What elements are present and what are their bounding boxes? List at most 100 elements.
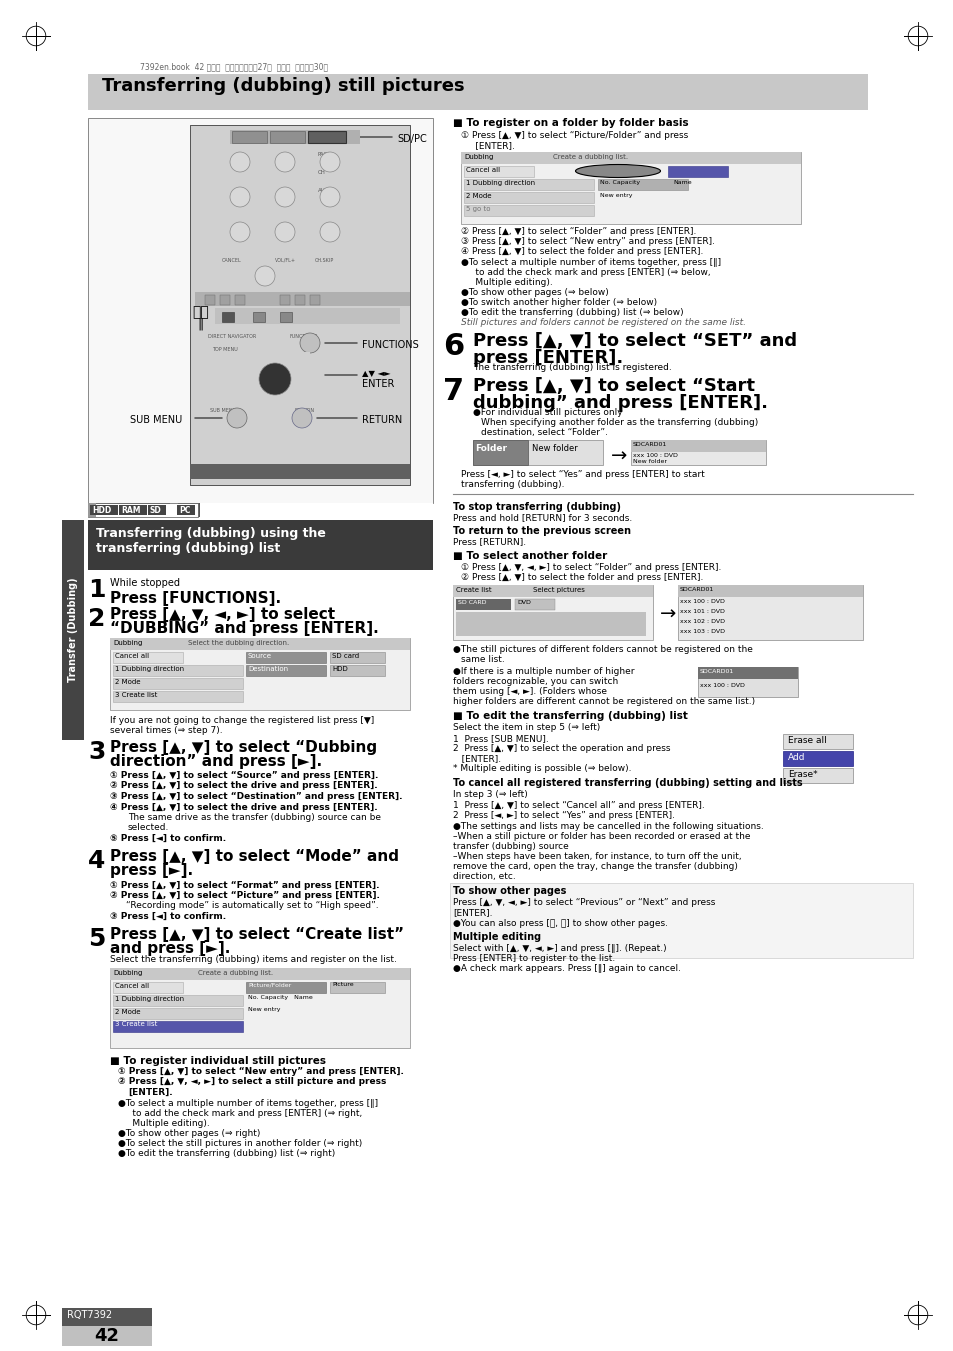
Text: SD: SD [150, 507, 162, 515]
Text: “DUBBING” and press [ENTER].: “DUBBING” and press [ENTER]. [110, 621, 378, 636]
Text: ▲: ▲ [267, 353, 274, 362]
Text: ENTER: ENTER [266, 376, 284, 380]
Text: RETURN: RETURN [294, 408, 314, 413]
Bar [782, 767, 852, 784]
Text: To show other pages: To show other pages [453, 886, 566, 896]
Text: Select with [▲, ▼, ◄, ►] and press [‖]. (Repeat.): Select with [▲, ▼, ◄, ►] and press [‖]. … [453, 944, 666, 952]
Bar [110, 638, 410, 711]
Text: to add the check mark and press [ENTER] (⇒ right,: to add the check mark and press [ENTER] … [118, 1109, 362, 1117]
Text: [ENTER].: [ENTER]. [453, 908, 492, 917]
Text: 1 Dubbing direction: 1 Dubbing direction [115, 666, 184, 671]
Bar [667, 166, 727, 177]
Text: Transferring (dubbing) still pictures: Transferring (dubbing) still pictures [102, 77, 464, 95]
Text: higher folders are different cannot be registered on the same list.): higher folders are different cannot be r… [453, 697, 755, 707]
Bar [280, 295, 290, 305]
Text: DIRECT NAVIGATOR: DIRECT NAVIGATOR [208, 334, 256, 339]
Text: 3 Create list: 3 Create list [115, 1021, 157, 1028]
Text: Select the dubbing direction.: Select the dubbing direction. [188, 640, 289, 646]
Bar [240, 353, 310, 407]
Bar [110, 967, 410, 1047]
Text: 1: 1 [88, 578, 106, 603]
Text: ③ Press [◄] to confirm.: ③ Press [◄] to confirm. [110, 912, 226, 921]
Bar [91, 503, 94, 517]
Text: ① Press [▲, ▼] to select “Format” and press [ENTER].: ① Press [▲, ▼] to select “Format” and pr… [110, 881, 379, 889]
Text: 4: 4 [236, 192, 243, 203]
Text: ④ Press [▲, ▼] to select the drive and press [ENTER].: ④ Press [▲, ▼] to select the drive and p… [110, 802, 377, 812]
Text: Create list: Create list [456, 586, 491, 593]
Bar [62, 520, 84, 740]
Bar [112, 1008, 243, 1019]
Text: 2  Press [▲, ▼] to select the operation and press: 2 Press [▲, ▼] to select the operation a… [453, 744, 670, 753]
Text: 1  Press [▲, ▼] to select “Cancel all” and press [ENTER].: 1 Press [▲, ▼] to select “Cancel all” an… [453, 801, 704, 811]
Text: Picture: Picture [332, 982, 354, 988]
Bar [214, 308, 399, 324]
Text: HDD: HDD [332, 666, 348, 671]
Text: them using [◄, ►]. (Folders whose: them using [◄, ►]. (Folders whose [453, 688, 606, 696]
Ellipse shape [575, 165, 659, 177]
Circle shape [230, 222, 250, 242]
Text: Transferring (dubbing) using the
transferring (dubbing) list: Transferring (dubbing) using the transfe… [96, 527, 326, 555]
Text: To stop transferring (dubbing): To stop transferring (dubbing) [453, 503, 620, 512]
Circle shape [292, 408, 312, 428]
Bar [94, 503, 96, 517]
Text: direction” and press [►].: direction” and press [►]. [110, 754, 322, 769]
Text: ◄: ◄ [240, 372, 247, 382]
Text: ●For individual still pictures only: ●For individual still pictures only [473, 408, 622, 417]
Bar [463, 178, 594, 190]
Text: to add the check mark and press [ENTER] (⇒ below,: to add the check mark and press [ENTER] … [460, 267, 710, 277]
Text: ●To select the still pictures in another folder (⇒ right): ●To select the still pictures in another… [118, 1139, 362, 1147]
Text: ●To edit the transferring (dubbing) list (⇒ below): ●To edit the transferring (dubbing) list… [460, 308, 683, 317]
Text: ② Press [▲, ▼] to select the folder and press [ENTER].: ② Press [▲, ▼] to select the folder and … [460, 573, 702, 582]
Bar [112, 678, 243, 689]
Bar [460, 153, 801, 163]
Text: ENTER: ENTER [361, 380, 394, 389]
Bar [463, 192, 594, 203]
Text: ●To switch another higher folder (⇒ below): ●To switch another higher folder (⇒ belo… [460, 299, 657, 307]
Text: * Multiple editing is possible (⇒ below).: * Multiple editing is possible (⇒ below)… [453, 765, 631, 773]
Text: Select the item in step 5 (⇒ left): Select the item in step 5 (⇒ left) [453, 723, 599, 732]
Text: While stopped: While stopped [110, 578, 180, 588]
Text: 2: 2 [281, 157, 288, 168]
Text: VOL/FL+: VOL/FL+ [274, 258, 295, 263]
Text: Create a dubbing list.: Create a dubbing list. [553, 154, 627, 159]
Bar [450, 884, 912, 958]
Bar [62, 1308, 152, 1325]
Text: xxx 102 : DVD: xxx 102 : DVD [679, 619, 724, 624]
Bar [280, 312, 292, 322]
Text: SDCARD01: SDCARD01 [633, 442, 666, 447]
Text: 6: 6 [442, 332, 464, 361]
Text: ●You can also press [⏪, ⏩] to show other pages.: ●You can also press [⏪, ⏩] to show other… [453, 919, 667, 928]
Text: ●To select a multiple number of items together, press [‖]: ●To select a multiple number of items to… [118, 1098, 377, 1108]
Bar [782, 751, 852, 766]
Text: PAGE: PAGE [317, 153, 332, 157]
Text: STOP: STOP [219, 309, 232, 313]
Text: Name: Name [672, 180, 691, 185]
Bar [782, 734, 852, 748]
Text: 2  Press [◄, ►] to select “Yes” and press [ENTER].: 2 Press [◄, ►] to select “Yes” and press… [453, 811, 675, 820]
Bar [246, 981, 326, 993]
Bar [194, 292, 410, 305]
Bar [456, 598, 511, 611]
Text: To cancel all registered transferring (dubbing) setting and lists: To cancel all registered transferring (d… [453, 778, 801, 788]
Text: 5 go to: 5 go to [465, 205, 490, 212]
Text: ●The still pictures of different folders cannot be registered on the: ●The still pictures of different folders… [453, 644, 752, 654]
Text: ►: ► [281, 313, 286, 319]
Text: Dubbing: Dubbing [112, 640, 142, 646]
Text: selected.: selected. [128, 824, 170, 832]
Text: direction, etc.: direction, etc. [453, 871, 516, 881]
Bar [330, 653, 385, 663]
Text: ① Press [▲, ▼] to select “New entry” and press [ENTER].: ① Press [▲, ▼] to select “New entry” and… [118, 1067, 403, 1077]
Text: Destination: Destination [248, 666, 288, 671]
Text: 8: 8 [281, 227, 288, 236]
Text: 7392en.book  42 ページ  ２００４年４月27日  火曜日  午後５時30分: 7392en.book 42 ページ ２００４年４月27日 火曜日 午後５時30… [140, 62, 328, 72]
Text: Folder: Folder [475, 444, 506, 453]
Text: ⑤ Press [◄] to confirm.: ⑤ Press [◄] to confirm. [110, 834, 226, 843]
Bar [453, 585, 652, 597]
Text: Press [▲, ▼, ◄, ►] to select: Press [▲, ▼, ◄, ►] to select [110, 607, 335, 621]
Text: –When a still picture or folder has been recorded or erased at the: –When a still picture or folder has been… [453, 832, 750, 842]
Text: TOP MENU: TOP MENU [212, 347, 237, 353]
Text: Press [▲, ▼] to select “Start: Press [▲, ▼] to select “Start [473, 377, 754, 394]
Bar [90, 505, 118, 515]
Bar [246, 653, 326, 663]
Text: ■ To edit the transferring (dubbing) list: ■ To edit the transferring (dubbing) lis… [453, 711, 687, 721]
